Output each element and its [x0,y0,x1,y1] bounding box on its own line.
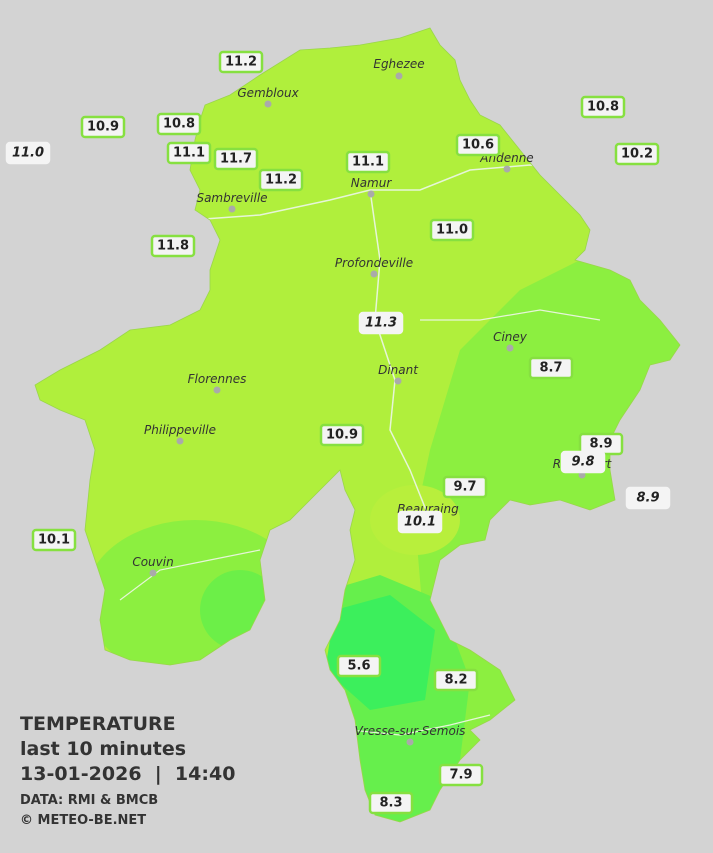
station-value: 8.3 [379,796,402,811]
station-box [625,486,671,510]
city-dot [503,165,511,173]
station-box [442,475,488,499]
station-value: 9.7 [453,480,476,495]
city-name: Florennes [188,372,247,386]
stations: 11.2 10.9 10.8 11.0 11.1 11.7 11.2 11.1 10.6 10.8… [5,50,671,815]
station-box [150,234,196,258]
city-name: Profondeville [335,256,413,270]
station-box [429,218,475,242]
station-box [5,141,51,165]
station-value: 8.9 [589,437,612,452]
city-dot [395,72,403,80]
city-name: Gembloux [237,86,299,100]
subtitle: last 10 minutes [20,738,186,760]
city-name: Eghezee [373,57,424,71]
title: TEMPERATURE [20,713,176,735]
city-dot [394,377,402,385]
station-box [455,133,501,157]
station-value: 10.9 [87,120,119,135]
station-box [258,168,304,192]
station-box [433,668,479,692]
station-box [397,510,443,534]
station-value: 8.7 [539,361,562,376]
station-value: 11.0 [436,223,468,238]
station-box [345,150,391,174]
station-box [336,654,382,678]
station-box [319,423,365,447]
station-value: 8.2 [444,673,467,688]
city-name: Sambreville [196,191,267,205]
station-value: 11.1 [173,146,205,161]
station-box [358,311,404,335]
station-value: 10.2 [621,147,653,162]
city-dot [149,569,157,577]
station-value: 10.8 [163,117,195,132]
source: DATA: RMI & BMCB [20,793,158,808]
station-value: 10.8 [587,100,619,115]
station-value: 5.6 [347,659,370,674]
station-box [31,528,77,552]
station-box [528,356,574,380]
copyright: © METEO-BE.NET [20,813,146,828]
city-dot [228,205,236,213]
city-dot [176,437,184,445]
station-box [438,763,484,787]
city-name: Couvin [132,555,173,569]
datetime: 13-01-2026 | 14:40 [20,763,235,785]
city-dot [506,344,514,352]
city-name: Namur [351,176,393,190]
city-name: Philippeville [144,423,216,437]
station-box [560,450,606,474]
cities: EghezeeGemblouxAndenneNamurSambrevillePr… [132,57,613,746]
city-name: Vresse-sur-Semois [355,724,466,738]
city-name: Ciney [493,330,528,344]
station-value: 10.1 [38,533,70,548]
station-box [614,142,660,166]
station-value: 11.1 [352,155,384,170]
city-dot [367,190,375,198]
station-value: 11.8 [157,239,189,254]
station-value: 8.9 [636,491,659,506]
station-box [218,50,264,74]
station-value: 10.1 [404,515,436,530]
station-box [213,147,259,171]
legend: TEMPERATURE last 10 minutes 13-01-2026 |… [20,713,235,828]
station-box [166,141,212,165]
station-value: 11.3 [365,316,397,331]
city-dot [264,100,272,108]
station-box [156,112,202,136]
station-box [368,791,414,815]
city-name: Dinant [378,363,419,377]
station-value: 11.2 [265,173,297,188]
city-dot [213,386,221,394]
station-box [580,95,626,119]
city-dot [406,738,414,746]
station-value: 10.6 [462,138,494,153]
station-value: 9.8 [571,455,594,470]
station-value: 11.0 [12,146,44,161]
city-dot [370,270,378,278]
station-value: 7.9 [449,768,472,783]
station-value: 11.7 [220,152,252,167]
station-box [80,115,126,139]
station-value: 10.9 [326,428,358,443]
station-value: 11.2 [225,55,257,70]
